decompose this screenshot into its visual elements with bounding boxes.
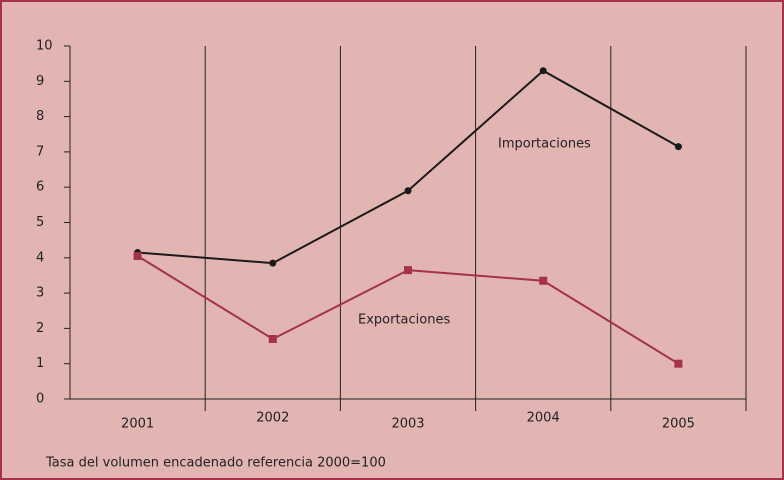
marker	[539, 276, 548, 285]
marker	[674, 143, 682, 151]
y-tick-label: 2	[36, 321, 44, 336]
x-tick-label: 2005	[662, 417, 695, 432]
x-tick-label: 2004	[527, 411, 560, 426]
y-tick-label: 10	[36, 39, 53, 54]
marker	[269, 259, 277, 267]
marker	[404, 187, 412, 195]
marker	[539, 67, 547, 75]
y-tick-label: 6	[36, 180, 44, 195]
y-tick-label: 9	[36, 74, 44, 89]
y-tick-label: 5	[36, 215, 44, 230]
x-tick-label: 2002	[256, 411, 289, 426]
marker	[268, 334, 277, 343]
series-label: Exportaciones	[358, 313, 450, 328]
note: Tasa del volumen encadenado referencia 2…	[45, 456, 386, 471]
x-tick-label: 2003	[391, 417, 424, 432]
marker	[404, 266, 412, 275]
x-tick-label: 2001	[121, 417, 154, 432]
y-tick-label: 8	[36, 109, 44, 124]
series-label: Importaciones	[498, 137, 591, 152]
y-tick-label: 3	[36, 286, 44, 301]
y-tick-label: 1	[36, 356, 44, 371]
y-tick-label: 7	[36, 144, 44, 159]
marker	[133, 252, 142, 261]
y-tick-label: 0	[36, 392, 44, 407]
y-tick-label: 4	[36, 250, 44, 265]
marker	[674, 359, 683, 368]
